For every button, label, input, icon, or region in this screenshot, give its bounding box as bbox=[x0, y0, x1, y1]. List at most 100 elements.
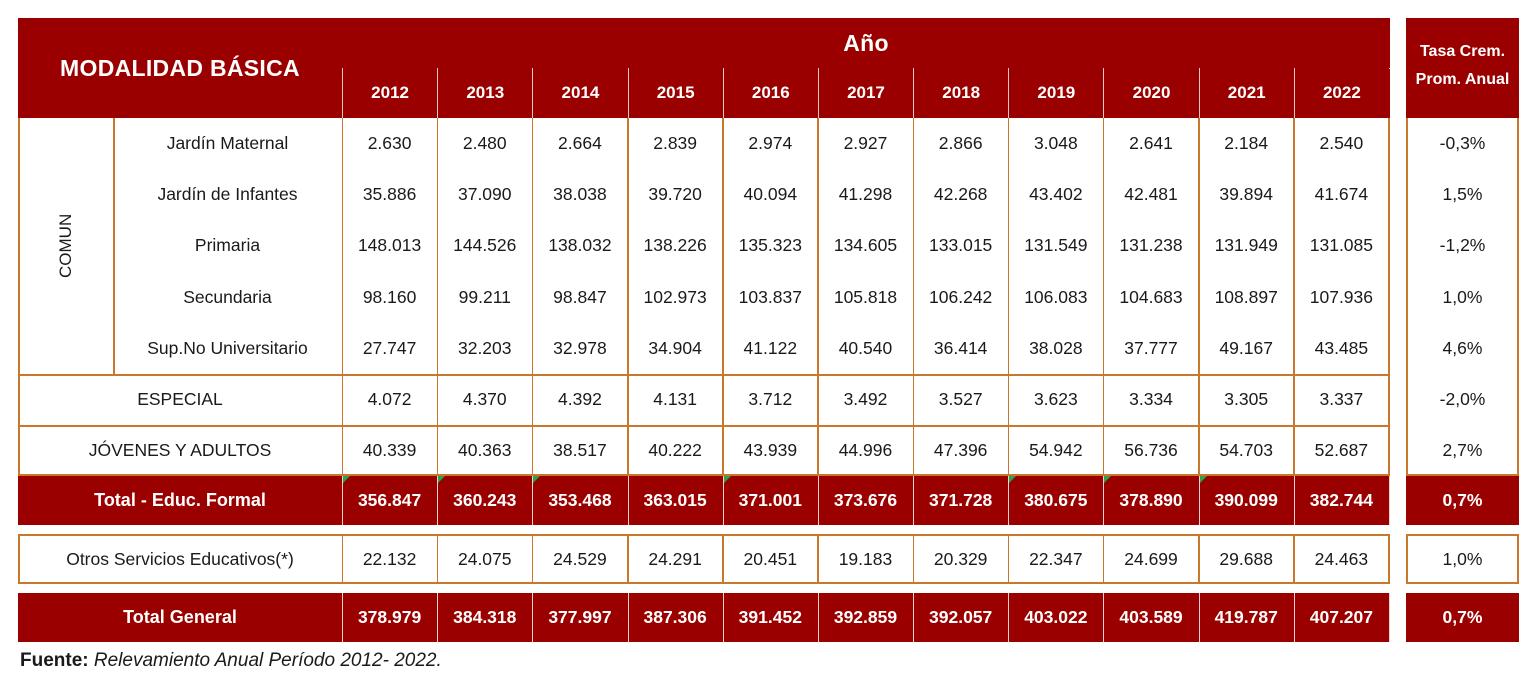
jovenes-value-2022: 52.687 bbox=[1314, 440, 1369, 461]
especial-value-2022: 3.337 bbox=[1319, 389, 1364, 410]
comun-row-2-value-2013: 144.526 bbox=[453, 235, 517, 256]
otros-divider bbox=[627, 534, 629, 584]
comun-row-2-value-2016: 135.323 bbox=[738, 235, 802, 256]
grid-vline bbox=[912, 118, 915, 477]
comun-row-0-value-2022: 2.540 bbox=[1319, 133, 1364, 154]
total-formal-divider bbox=[1008, 476, 1010, 525]
comun-row-2-value-2020: 131.238 bbox=[1119, 235, 1183, 256]
comun-row-0-value-2015: 2.839 bbox=[653, 133, 698, 154]
otros-value-2013: 24.075 bbox=[457, 548, 512, 569]
jovenes-tasa: 2,7% bbox=[1442, 440, 1483, 461]
comun-row-2-value-2012: 148.013 bbox=[357, 235, 422, 256]
total-general-divider bbox=[1293, 593, 1295, 642]
total-formal-divider bbox=[1293, 476, 1295, 525]
jovenes-label: JÓVENES Y ADULTOS bbox=[88, 440, 272, 461]
modalidad-header: MODALIDAD BÁSICA bbox=[18, 18, 342, 118]
comun-row-0-value-2018: 2.866 bbox=[938, 133, 983, 154]
especial-value-2017: 3.492 bbox=[843, 389, 888, 410]
comun-row-3-tasa: 1,0% bbox=[1442, 286, 1483, 307]
jovenes-value-2014: 38.517 bbox=[553, 440, 607, 461]
comun-row-2-value-2018: 133.015 bbox=[929, 235, 993, 256]
total-general-tasa: 0,7% bbox=[1442, 607, 1483, 627]
grid-vline bbox=[531, 118, 534, 477]
jovenes-value-2012: 40.339 bbox=[362, 440, 417, 461]
otros-value-2016: 20.451 bbox=[743, 548, 798, 569]
comun-row-0-value-2016: 2.974 bbox=[748, 133, 793, 154]
comun-row-0-value-2019: 3.048 bbox=[1033, 133, 1078, 154]
year-header-2018: 2018 bbox=[913, 68, 1009, 118]
cell-comment-marker bbox=[1104, 476, 1112, 483]
total-formal-value-2016: 371.001 bbox=[738, 490, 802, 510]
total-formal-tasa: 0,7% bbox=[1442, 490, 1483, 510]
cell-comment-marker bbox=[1009, 476, 1017, 483]
total-formal-value-2012: 356.847 bbox=[357, 490, 422, 510]
total-formal-value-2017: 373.676 bbox=[833, 490, 898, 510]
year-header-2013: 2013 bbox=[437, 68, 533, 118]
jovenes-value-2021: 54.703 bbox=[1219, 440, 1273, 461]
total-general-divider bbox=[722, 593, 724, 642]
total-general-value-2020: 403.589 bbox=[1119, 607, 1183, 627]
comun-row-4-value-2014: 32.978 bbox=[553, 337, 607, 358]
total-formal-value-2014: 353.468 bbox=[548, 490, 612, 510]
total-formal-value-2020: 378.890 bbox=[1119, 490, 1183, 510]
total-general-value-2013: 384.318 bbox=[453, 607, 517, 627]
total-general-divider bbox=[1198, 593, 1200, 642]
total-formal-divider bbox=[1103, 476, 1105, 525]
comun-row-1-value-2020: 42.481 bbox=[1124, 184, 1178, 205]
otros-value-2015: 24.291 bbox=[648, 548, 702, 569]
row-divider-1 bbox=[18, 425, 1390, 427]
year-header-2015: 2015 bbox=[627, 68, 723, 118]
comun-row-4-value-2012: 27.747 bbox=[362, 337, 417, 358]
comun-row-3-value-2019: 106.083 bbox=[1024, 286, 1088, 307]
comun-row-0-value-2014: 2.664 bbox=[558, 133, 602, 154]
total-formal-divider bbox=[532, 476, 534, 525]
total-general-divider bbox=[1008, 593, 1010, 642]
total-general-value-2016: 391.452 bbox=[738, 607, 802, 627]
total-general-value-2018: 392.057 bbox=[929, 607, 993, 627]
especial-value-2015: 4.131 bbox=[653, 389, 698, 410]
comun-row-1-value-2012: 35.886 bbox=[362, 184, 417, 205]
comun-row-4-value-2015: 34.904 bbox=[648, 337, 702, 358]
anio-header: Año bbox=[342, 18, 1390, 68]
comun-row-0-value-2020: 2.641 bbox=[1129, 133, 1173, 154]
comun-row-3-value-2021: 108.897 bbox=[1214, 286, 1278, 307]
grid-vline bbox=[1007, 118, 1010, 477]
total-formal-value-2019: 380.675 bbox=[1024, 490, 1088, 510]
comun-row-0-value-2013: 2.480 bbox=[462, 133, 507, 154]
jovenes-value-2018: 47.396 bbox=[933, 440, 988, 461]
total-formal-value-2015: 363.015 bbox=[643, 490, 707, 510]
jovenes-value-2015: 40.222 bbox=[648, 440, 702, 461]
otros-divider bbox=[1293, 534, 1295, 584]
year-header-2022: 2022 bbox=[1293, 68, 1389, 118]
total-formal-divider bbox=[722, 476, 724, 525]
otros-value-2014: 24.529 bbox=[553, 548, 607, 569]
comun-row-1-value-2021: 39.894 bbox=[1219, 184, 1273, 205]
source-text: Relevamiento Anual Período 2012- 2022. bbox=[93, 650, 442, 671]
source-note: Fuente: Relevamiento Anual Período 2012-… bbox=[20, 650, 442, 672]
cell-comment-marker bbox=[723, 476, 731, 483]
comun-row-3-value-2018: 106.242 bbox=[929, 286, 993, 307]
comun-row-2-value-2021: 131.949 bbox=[1214, 235, 1278, 256]
otros-value-2020: 24.699 bbox=[1124, 548, 1178, 569]
otros-tasa: 1,0% bbox=[1442, 548, 1483, 569]
comun-row-0-value-2021: 2.184 bbox=[1224, 133, 1269, 154]
comun-row-2-tasa: -1,2% bbox=[1439, 235, 1486, 256]
comun-row-1-value-2017: 41.298 bbox=[838, 184, 893, 205]
comun-row-3-value-2017: 105.818 bbox=[833, 286, 898, 307]
comun-row-label-0: Jardín Maternal bbox=[166, 133, 289, 154]
total-formal-value-2022: 382.744 bbox=[1309, 490, 1374, 510]
grid-vline bbox=[817, 118, 819, 477]
year-header-2014: 2014 bbox=[532, 68, 628, 118]
especial-value-2018: 3.527 bbox=[938, 389, 983, 410]
total-formal-value-2021: 390.099 bbox=[1214, 490, 1278, 510]
year-header-2020: 2020 bbox=[1103, 68, 1199, 118]
comun-row-label-4: Sup.No Universitario bbox=[147, 337, 308, 358]
otros-value-2018: 20.329 bbox=[933, 548, 988, 569]
total-general-value-2019: 403.022 bbox=[1024, 607, 1088, 627]
comun-row-1-value-2014: 38.038 bbox=[553, 184, 607, 205]
comun-row-4-value-2019: 38.028 bbox=[1029, 337, 1083, 358]
comun-row-4-value-2013: 32.203 bbox=[457, 337, 512, 358]
otros-tasa-frame bbox=[1406, 534, 1519, 584]
comun-row-0-value-2017: 2.927 bbox=[843, 133, 888, 154]
year-header-2021: 2021 bbox=[1198, 68, 1294, 118]
